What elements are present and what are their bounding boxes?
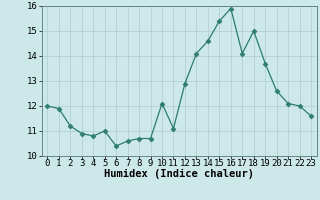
X-axis label: Humidex (Indice chaleur): Humidex (Indice chaleur) [104,169,254,179]
